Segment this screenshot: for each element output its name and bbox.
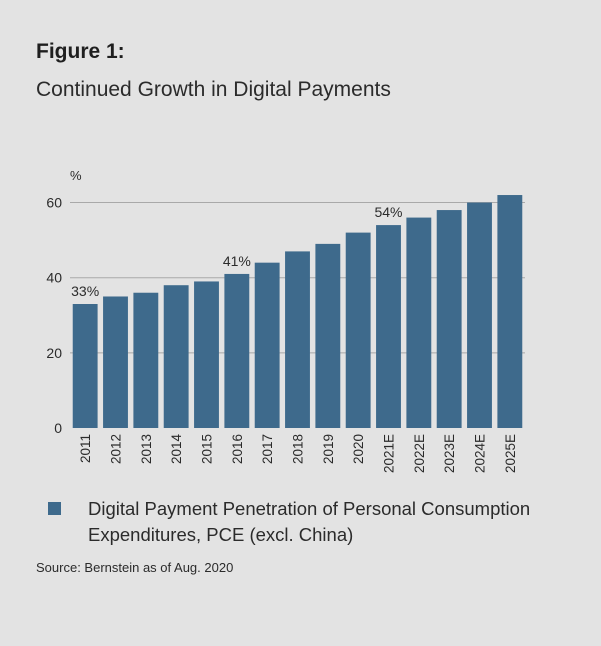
x-tick-label: 2015 — [200, 434, 215, 464]
y-tick-labels: 0 20 40 60 — [46, 195, 62, 436]
figure-title: Continued Growth in Digital Payments — [36, 78, 391, 101]
bar — [436, 210, 462, 428]
x-tick-label: 2024E — [473, 434, 488, 473]
bar — [376, 225, 401, 428]
bar — [103, 296, 128, 428]
bar — [72, 304, 98, 428]
bar — [224, 273, 250, 428]
x-tick-label: 2022E — [412, 434, 427, 473]
source-note: Source: Bernstein as of Aug. 2020 — [36, 560, 234, 575]
legend-swatch — [48, 502, 61, 515]
x-tick-label: 2013 — [139, 434, 154, 464]
x-tick-label: 2019 — [321, 434, 336, 464]
bar — [133, 292, 159, 428]
bar — [345, 232, 371, 428]
x-tick-label: 2023E — [442, 434, 457, 473]
bar — [406, 217, 432, 428]
bar — [497, 195, 523, 428]
data-label: 54% — [374, 204, 402, 220]
data-label: 41% — [223, 253, 251, 269]
figure-label: Figure 1: — [36, 40, 125, 63]
bars — [72, 195, 523, 428]
x-tick-label: 2014 — [169, 434, 184, 465]
x-tick-label: 2021E — [382, 434, 397, 473]
y-tick-label: 40 — [46, 270, 62, 286]
y-tick-label: 0 — [54, 420, 62, 436]
bar — [254, 262, 280, 428]
y-axis-unit-label: % — [70, 168, 82, 183]
x-tick-label: 2011 — [78, 434, 93, 463]
x-tick-label: 2020 — [351, 434, 366, 464]
x-tick-label: 2016 — [230, 434, 245, 464]
y-tick-label: 60 — [46, 195, 62, 211]
bar — [285, 251, 310, 428]
bar — [467, 202, 492, 428]
x-tick-label: 2018 — [291, 434, 306, 464]
x-tick-labels: 2011 2012 2013 2014 2015 2016 2017 2018 2019 2020… — [78, 434, 518, 474]
bar — [315, 243, 341, 428]
y-tick-label: 20 — [46, 345, 62, 361]
data-label: 33% — [71, 283, 99, 299]
bar — [163, 285, 189, 428]
x-tick-label: 2025E — [503, 434, 518, 473]
x-tick-label: 2012 — [109, 434, 124, 464]
bar — [194, 281, 219, 428]
x-tick-label: 2017 — [260, 434, 275, 464]
data-labels: 33% 41% 54% — [71, 204, 402, 299]
legend-series-label: Digital Payment Penetration of Personal … — [88, 498, 531, 545]
